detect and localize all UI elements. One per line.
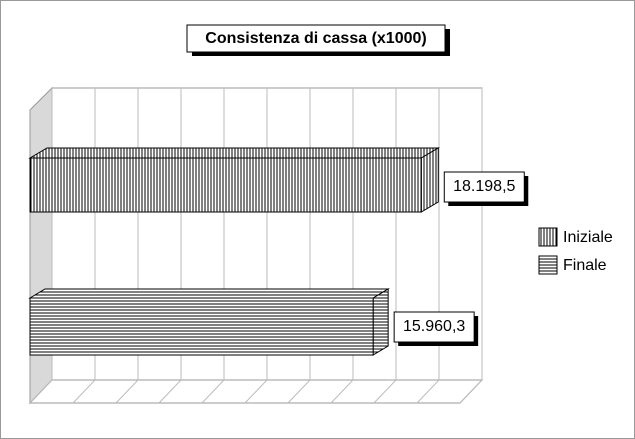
floor-grid-line xyxy=(416,379,440,404)
bar xyxy=(29,297,374,356)
bar-top xyxy=(28,288,390,299)
value-label-box xyxy=(443,171,525,203)
bar-side xyxy=(372,288,389,356)
floor-grid-line xyxy=(115,379,139,404)
floor-grid-line xyxy=(287,379,311,404)
legend-label: Iniziale xyxy=(563,229,613,246)
floor-grid-line xyxy=(459,379,483,404)
title-box xyxy=(186,24,446,53)
bar xyxy=(29,157,422,213)
floor-grid-line xyxy=(330,379,354,404)
legend-label: Finale xyxy=(563,257,607,274)
value-label: 15.960,3 xyxy=(403,318,465,335)
floor-grid-line xyxy=(158,379,182,404)
bar-top xyxy=(28,147,441,159)
floor-grid-line xyxy=(373,379,397,404)
legend-swatch xyxy=(538,227,558,247)
legend-swatch xyxy=(538,255,558,275)
floor-grid-line xyxy=(201,379,225,404)
floor-grid-line xyxy=(29,379,53,404)
floor-grid-line xyxy=(244,379,268,404)
chart-title: Consistenza di cassa (x1000) xyxy=(205,30,426,47)
bar-side xyxy=(420,147,439,213)
value-label-box xyxy=(393,311,475,343)
side-wall xyxy=(29,86,53,405)
value-label: 18.198,5 xyxy=(453,178,515,195)
floor-grid-line xyxy=(72,379,96,404)
